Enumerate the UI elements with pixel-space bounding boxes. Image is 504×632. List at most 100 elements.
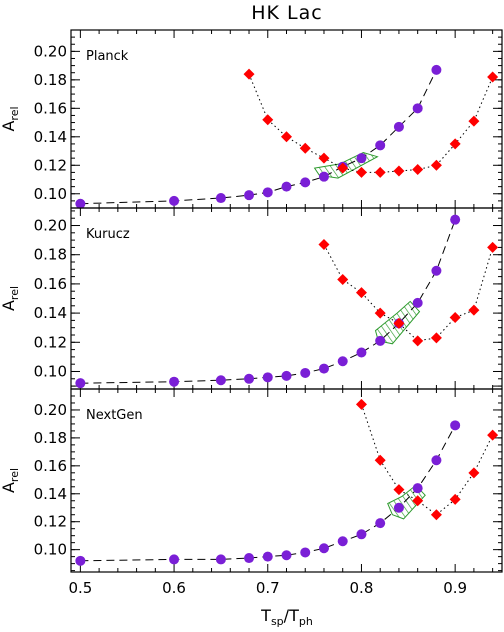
diamond-point: [412, 164, 424, 176]
circle-point: [450, 420, 461, 431]
y-tick-label: 0.12: [34, 333, 67, 351]
y-tick-label: 0.10: [34, 541, 67, 559]
y-tick-label: 0.10: [34, 185, 67, 203]
diamond-point: [449, 493, 461, 505]
x-tick-label: 0.8: [350, 579, 374, 597]
diamond-series-line: [248, 73, 494, 173]
y-axis-label-main: A: [0, 121, 18, 132]
circle-point: [300, 177, 311, 188]
diamond-point: [449, 138, 461, 150]
circle-point: [215, 375, 226, 386]
circle-point: [375, 335, 386, 346]
circle-point: [318, 543, 329, 554]
diamond-point: [430, 509, 442, 521]
circle-point: [281, 181, 292, 192]
circle-point: [337, 356, 348, 367]
y-axis-label-main: A: [0, 300, 18, 311]
y-axis-label-sub: rel: [8, 106, 21, 120]
y-tick-label: 0.16: [34, 457, 67, 475]
circle-point: [215, 193, 226, 204]
diamond-point: [374, 454, 386, 466]
circle-point: [318, 171, 329, 182]
y-tick-label: 0.20: [34, 217, 67, 235]
panel-nextgen: 0.10 0.12 0.14 0.16 0.18 0.20 0.5 0.6 0.7 0.8 0.9 A…: [0, 388, 503, 597]
circle-series-line: [80, 219, 456, 384]
circle-point: [262, 372, 273, 383]
diamond-point: [374, 307, 386, 319]
y-axis-label: Arel: [0, 106, 21, 131]
diamond-point: [487, 429, 499, 441]
y-tick-label: 0.20: [34, 401, 67, 419]
circle-point: [262, 187, 273, 198]
circle-point: [300, 547, 311, 558]
circle-point: [431, 455, 442, 466]
x-axis-label-sep: /T: [284, 606, 299, 625]
diamond-point: [318, 238, 330, 250]
y-axis-label: Arel: [0, 286, 21, 311]
x-tick-label: 0.7: [256, 579, 280, 597]
diamond-point: [393, 317, 405, 329]
diamond-point: [337, 162, 349, 174]
plot-frame: [70, 29, 503, 209]
diamond-point: [449, 311, 461, 323]
x-tick-label: 0.9: [443, 579, 467, 597]
diamond-series-line: [323, 244, 494, 342]
y-tick-label: 0.12: [34, 513, 67, 531]
diamond-point: [355, 166, 367, 178]
y-tick-label: 0.20: [34, 42, 67, 60]
diamond-series-line: [361, 404, 494, 516]
circle-point: [412, 483, 423, 494]
y-tick-label: 0.14: [34, 304, 67, 322]
circle-point: [169, 195, 180, 206]
x-tick-label: 0.5: [68, 579, 92, 597]
x-axis-label: Tsp/Tph: [260, 606, 313, 628]
y-tick-label: 0.12: [34, 156, 67, 174]
diamond-point: [318, 152, 330, 164]
circle-point: [300, 367, 311, 378]
circle-point: [356, 153, 367, 164]
circle-point: [75, 378, 86, 389]
y-axis-label-sub: rel: [8, 286, 21, 300]
y-axis-label: Arel: [0, 468, 21, 493]
y-axis-label-main: A: [0, 482, 18, 493]
diamond-point: [393, 484, 405, 496]
diamond-point: [262, 114, 274, 126]
diamond-point: [468, 304, 480, 316]
circle-point: [431, 64, 442, 75]
circle-point: [393, 502, 404, 513]
y-tick-label: 0.18: [34, 246, 67, 264]
diamond-point: [281, 131, 292, 143]
circle-point: [431, 265, 442, 276]
y-tick-label: 0.14: [34, 128, 67, 146]
circle-point: [244, 190, 255, 201]
diamond-point: [412, 495, 424, 507]
circle-point: [375, 518, 386, 529]
y-axis-label-sub: rel: [8, 468, 21, 482]
circle-point: [337, 536, 348, 547]
circle-point: [356, 347, 367, 358]
circle-point: [215, 554, 226, 565]
x-axis-label-sub2: ph: [299, 615, 313, 628]
panel-label: NextGen: [86, 408, 143, 423]
y-tick-label: 0.14: [34, 485, 67, 503]
circle-point: [393, 121, 404, 132]
circle-point: [412, 103, 423, 114]
circle-point: [75, 198, 86, 209]
diamond-point: [299, 142, 311, 154]
y-tick-label: 0.18: [34, 429, 67, 447]
y-tick-label: 0.16: [34, 99, 67, 117]
y-tick-label: 0.18: [34, 71, 67, 89]
circle-point: [318, 363, 329, 374]
panel-label: Kurucz: [86, 227, 130, 242]
circle-point: [244, 373, 255, 384]
circle-point: [281, 370, 292, 381]
diamond-point: [468, 467, 480, 479]
diamond-point: [487, 241, 499, 253]
y-tick-label: 0.10: [34, 362, 67, 380]
circle-point: [281, 550, 292, 561]
diamond-point: [337, 274, 349, 286]
diamond-point: [487, 71, 499, 83]
circle-point: [169, 554, 180, 565]
diamond-point: [468, 115, 480, 127]
